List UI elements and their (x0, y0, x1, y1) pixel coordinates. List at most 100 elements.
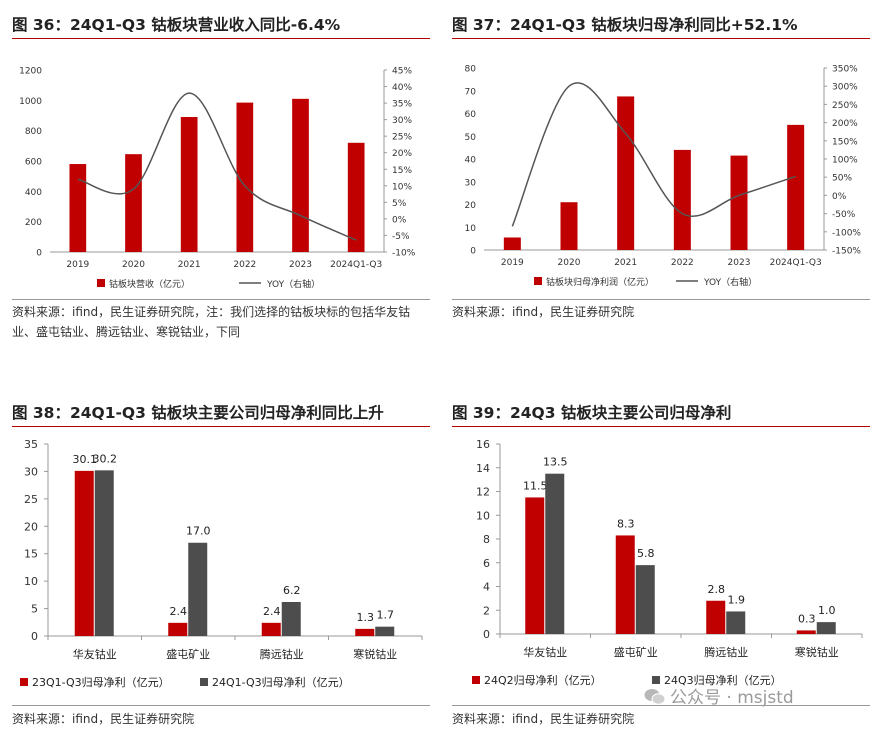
x-tick-label: 腾远钴业 (260, 647, 304, 661)
data-label: 13.5 (543, 456, 568, 469)
legend-label: YOY（右轴） (266, 278, 320, 290)
bar (375, 626, 395, 636)
watermark: 公众号 · msjstd (644, 683, 794, 708)
figure-38: 图 38：24Q1-Q3 钴板块主要公司归母净利同比上升 0 5 10 15 20 25 3… (12, 400, 432, 730)
y2-tick-label: 250% (832, 101, 858, 111)
title-rule (12, 426, 430, 427)
y-tick-label: 25 (24, 493, 38, 506)
y-tick-label: 1000 (19, 97, 42, 107)
x-tick-label: 2021 (614, 258, 637, 268)
source-rule (452, 299, 870, 300)
x-tick-label: 2021 (178, 260, 201, 270)
bar (617, 96, 635, 250)
data-label: 0.3 (798, 612, 816, 625)
y2-tick-label: -100% (832, 228, 861, 238)
y2-tick-label: 40% (392, 83, 412, 93)
y2-tick-label: 20% (392, 149, 412, 159)
y2-tick-label: 35% (392, 100, 412, 110)
legend-swatch (20, 678, 28, 686)
y-tick-label: 10 (465, 224, 477, 234)
figure-39: 图 39：24Q3 钴板块主要公司归母净利 0 2 4 6 8 10 12 14 16 11.5 1… (452, 400, 872, 730)
source-rule (452, 705, 870, 706)
y2-tick-label: 50% (832, 174, 852, 184)
figure-title: 图 37：24Q1-Q3 钴板块归母净利同比+52.1% (452, 16, 798, 34)
data-label: 30.2 (93, 452, 118, 465)
data-label: 1.0 (818, 604, 836, 617)
x-tick-label: 盛屯矿业 (614, 645, 658, 659)
data-label: 11.5 (523, 479, 548, 492)
legend-label: 23Q1-Q3归母净利（亿元） (32, 675, 170, 689)
y2-tick-label: 25% (392, 133, 412, 143)
legend-swatch-bar (534, 277, 542, 285)
x-tick-label: 2019 (501, 258, 524, 268)
bar (816, 622, 836, 634)
x-tick-label: 2022 (233, 260, 256, 270)
bar (236, 102, 254, 252)
y2-tick-label: 5% (392, 199, 407, 209)
y-tick-label: 30 (24, 465, 38, 478)
y-tick-label: 5 (31, 603, 38, 616)
bar (188, 542, 208, 636)
data-label: 8.3 (617, 517, 635, 530)
title-rule (12, 38, 430, 39)
y-tick-label: 30 (465, 178, 477, 188)
data-label: 2.4 (263, 605, 281, 618)
x-tick-label: 盛屯矿业 (166, 647, 210, 661)
legend-label: 钴板块归母净利润（亿元） (546, 276, 654, 288)
y2-tick-label: 150% (832, 137, 858, 147)
x-tick-label: 腾远钴业 (704, 645, 748, 659)
y-tick-label: 12 (476, 486, 490, 499)
y2-tick-label: 15% (392, 166, 412, 176)
source-note: 资料来源：ifind，民生证券研究院 (452, 712, 635, 726)
data-label: 30.1 (73, 453, 98, 466)
bar (168, 622, 188, 636)
y2-tick-label: 30% (392, 116, 412, 126)
x-tick-label: 寒锐钴业 (353, 647, 397, 661)
legend-label: 24Q1-Q3归母净利（亿元） (212, 675, 350, 689)
data-label: 2.4 (170, 605, 188, 618)
y2-tick-label: 0% (832, 192, 847, 202)
data-label: 2.8 (708, 583, 726, 596)
bar (261, 622, 281, 636)
y-tick-label: 20 (24, 520, 38, 533)
y-tick-label: 70 (465, 87, 477, 97)
y2-tick-label: 200% (832, 119, 858, 129)
data-label: 17.0 (186, 525, 211, 538)
y-tick-label: 0 (31, 630, 38, 643)
y2-tick-label: 350% (832, 65, 858, 75)
bar (180, 117, 198, 253)
y-tick-label: 80 (465, 65, 477, 75)
source-rule (12, 299, 430, 300)
bar (525, 497, 545, 634)
x-tick-label: 2024Q1-Q3 (330, 260, 382, 270)
x-tick-label: 2022 (671, 258, 694, 268)
legend-label: YOY（右轴） (703, 276, 757, 288)
y-tick-label: 14 (476, 462, 490, 475)
figure-title: 图 36：24Q1-Q3 钴板块营业收入同比-6.4% (12, 16, 341, 34)
y-tick-label: 600 (25, 158, 42, 168)
title-rule (452, 426, 870, 427)
bar (281, 601, 301, 636)
data-label: 5.8 (637, 547, 655, 560)
y-tick-label: 800 (25, 127, 42, 137)
bar (615, 535, 635, 634)
y-tick-label: 200 (25, 218, 42, 228)
bar (69, 164, 87, 252)
x-tick-label: 华友钴业 (73, 647, 117, 661)
bar (726, 611, 746, 634)
bar (787, 124, 805, 250)
y-tick-label: 10 (24, 575, 38, 588)
x-tick-label: 2024Q1-Q3 (770, 258, 822, 268)
legend-label: 钴板块营收（亿元） (109, 278, 190, 290)
y-tick-label: 35 (24, 438, 38, 451)
y-tick-label: 4 (483, 581, 490, 594)
bar (560, 202, 578, 250)
bar (94, 470, 114, 636)
y2-tick-label: -150% (832, 247, 861, 257)
chart-38: 0 5 10 15 20 25 30 35 30.130.2 华友钴业 2.4 17.0 盛屯矿业 2.4… (20, 438, 423, 689)
x-tick-label: 2020 (122, 260, 145, 270)
y-tick-label: 2 (483, 604, 490, 617)
y-tick-label: 6 (483, 557, 490, 570)
bar (706, 600, 726, 634)
x-tick-label: 2023 (289, 260, 312, 270)
